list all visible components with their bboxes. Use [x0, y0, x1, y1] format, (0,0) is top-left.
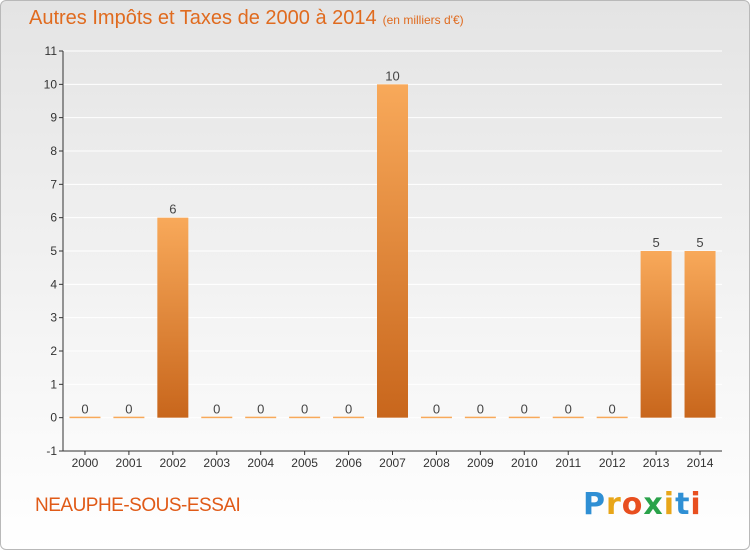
- bar: [464, 416, 496, 419]
- x-tick-label: 2008: [423, 456, 450, 470]
- logo-letter: r: [606, 487, 622, 522]
- y-tick-label: 2: [50, 344, 57, 358]
- y-tick-label: 0: [50, 411, 57, 425]
- bar: [552, 416, 584, 419]
- data-label: 0: [345, 402, 352, 417]
- x-tick-label: 2013: [643, 456, 670, 470]
- commune-name: NEAUPHE-SOUS-ESSAI: [35, 495, 241, 516]
- bars: [69, 84, 716, 419]
- y-tick-label: 1: [50, 377, 57, 391]
- chart-title: Autres Impôts et Taxes de 2000 à 2014 (en…: [29, 7, 464, 30]
- x-tick-label: 2009: [467, 456, 494, 470]
- chart-title-text: Autres Impôts et Taxes de 2000 à 2014: [29, 7, 377, 29]
- y-tick-label: 7: [50, 177, 57, 191]
- bar: [201, 416, 233, 419]
- proxiti-logo: Proxiti: [583, 487, 702, 522]
- x-tick-label: 2003: [203, 456, 230, 470]
- logo-letter: i: [663, 487, 676, 522]
- bar: [245, 416, 277, 419]
- x-tick-label: 2007: [379, 456, 406, 470]
- x-tick-label: 2012: [599, 456, 626, 470]
- y-tick-label: 10: [44, 77, 58, 91]
- data-label: 0: [257, 402, 264, 417]
- y-tick-label: 8: [50, 144, 57, 158]
- labels: -1 0 1 2 3 4 5 6 7 8 9 10 11 2000 0 2001 0 2002 6 2003 0 2004…: [44, 44, 714, 470]
- axes: [59, 50, 722, 455]
- x-tick-label: 2000: [72, 456, 99, 470]
- bar: [113, 416, 145, 419]
- data-label: 0: [477, 402, 484, 417]
- data-label: 5: [696, 235, 703, 250]
- bar: [640, 251, 672, 418]
- data-label: 6: [169, 202, 176, 217]
- x-tick-label: 2005: [291, 456, 318, 470]
- data-label: 0: [213, 402, 220, 417]
- bar: [157, 217, 189, 418]
- logo-letter: t: [675, 487, 691, 522]
- bar: [377, 84, 408, 418]
- y-tick-label: 11: [45, 44, 58, 58]
- y-tick-label: 3: [50, 311, 57, 325]
- bar: [508, 416, 540, 419]
- x-tick-label: 2014: [687, 456, 714, 470]
- data-label: 0: [81, 402, 88, 417]
- bar: [289, 416, 321, 419]
- bar: [596, 416, 628, 419]
- data-label: 0: [433, 402, 440, 417]
- bar: [69, 416, 101, 419]
- bar: [420, 416, 452, 419]
- data-label: 5: [652, 235, 659, 250]
- y-tick-label: 5: [50, 244, 57, 258]
- data-label: 0: [521, 402, 528, 417]
- x-tick-label: 2001: [116, 456, 143, 470]
- y-tick-label: 9: [50, 111, 57, 125]
- logo-letter: o: [621, 487, 644, 522]
- data-label: 0: [565, 402, 572, 417]
- data-label: 0: [301, 402, 308, 417]
- logo-letter: x: [643, 487, 664, 522]
- logo-letter: P: [583, 487, 606, 522]
- x-tick-label: 2006: [335, 456, 362, 470]
- data-label: 0: [125, 402, 132, 417]
- logo-letter: i: [690, 487, 702, 522]
- y-tick-label: 6: [50, 211, 57, 225]
- y-tick-label: 4: [50, 277, 57, 291]
- x-tick-label: 2011: [555, 456, 581, 470]
- bar: [333, 416, 365, 419]
- x-tick-label: 2002: [159, 456, 186, 470]
- chart-subtitle: (en milliers d'€): [382, 13, 464, 27]
- data-label: 10: [385, 68, 399, 83]
- bar: [684, 251, 716, 418]
- data-label: 0: [609, 402, 616, 417]
- x-tick-label: 2004: [247, 456, 274, 470]
- y-tick-label: -1: [46, 444, 57, 458]
- x-tick-label: 2010: [511, 456, 538, 470]
